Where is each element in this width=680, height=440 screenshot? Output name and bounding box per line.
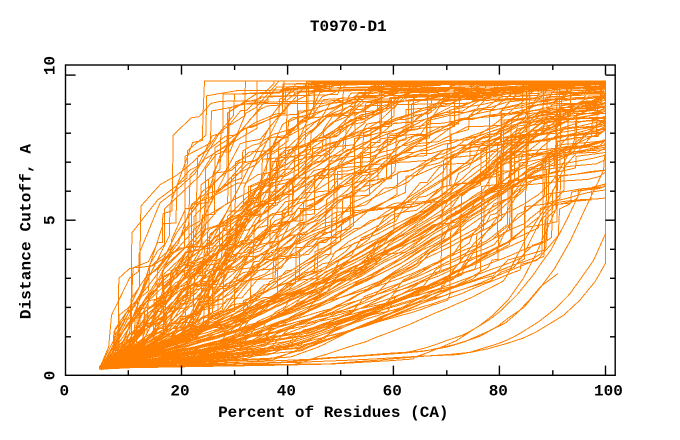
svg-text:T0970-D1: T0970-D1 [310, 18, 387, 36]
svg-text:100: 100 [594, 383, 623, 401]
svg-text:80: 80 [489, 383, 508, 401]
svg-text:40: 40 [277, 383, 296, 401]
svg-text:Percent of Residues (CA): Percent of Residues (CA) [218, 404, 448, 422]
svg-text:0: 0 [59, 383, 69, 401]
svg-text:5: 5 [41, 215, 59, 225]
svg-text:20: 20 [170, 383, 189, 401]
svg-text:0: 0 [41, 371, 59, 381]
svg-text:60: 60 [383, 383, 402, 401]
svg-text:10: 10 [41, 56, 59, 75]
svg-text:Distance Cutoff, A: Distance Cutoff, A [18, 144, 36, 320]
